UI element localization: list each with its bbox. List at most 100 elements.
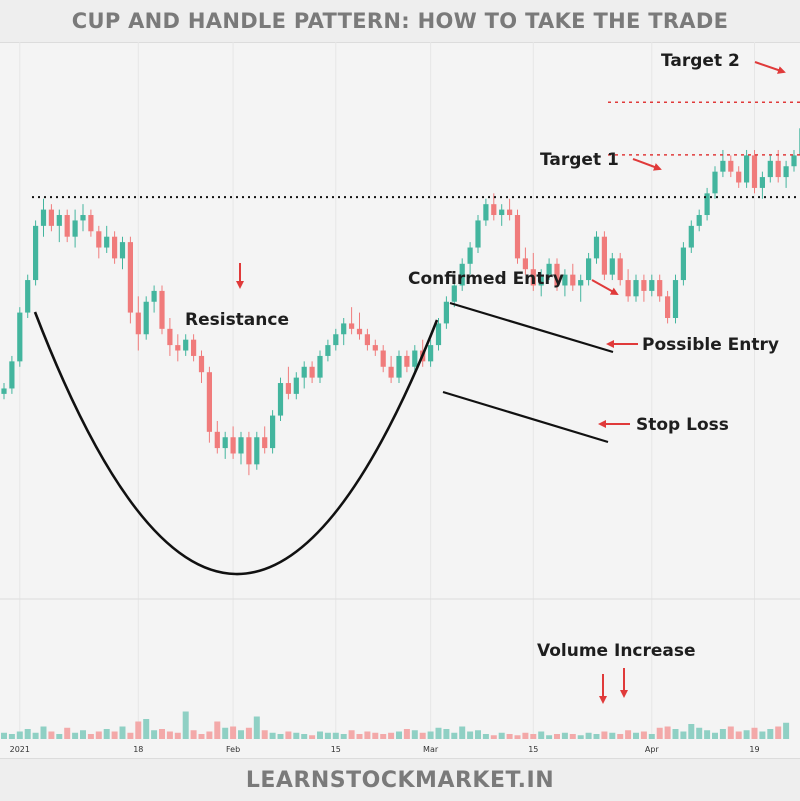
candle-body (151, 290, 157, 302)
candle (388, 355, 394, 384)
volume-bar (664, 726, 671, 739)
candle (214, 420, 220, 454)
volume-bar (301, 734, 308, 739)
volume-bar (261, 730, 268, 739)
candle (127, 236, 133, 324)
candle (483, 198, 489, 226)
candle (554, 258, 560, 291)
candle-body (325, 345, 331, 356)
volume-bar (767, 729, 774, 739)
candle (238, 431, 244, 465)
volume-bar (190, 730, 197, 739)
volume-bar (269, 732, 276, 739)
target-2-arrow (754, 61, 786, 74)
candle (451, 280, 457, 308)
volume-bar (293, 732, 300, 739)
candle-body (672, 280, 679, 318)
candle-body (64, 215, 70, 237)
possible-entry-label: Possible Entry (642, 335, 779, 355)
candle (491, 193, 497, 221)
volume-bar (16, 731, 23, 739)
volume-bar (48, 731, 55, 739)
candle-body (40, 209, 47, 226)
candle (222, 431, 228, 459)
volume-bar (356, 734, 363, 739)
volume-bar (640, 731, 647, 739)
volume-bar (8, 734, 15, 739)
candle-body (759, 177, 765, 188)
candle-body (33, 225, 39, 281)
candle-body (25, 280, 31, 313)
candle-body (127, 242, 133, 313)
candle (17, 307, 23, 367)
volume-bar (585, 732, 592, 739)
candle (206, 366, 212, 443)
candle-body (388, 366, 394, 378)
candle (428, 339, 434, 367)
candle (744, 149, 750, 188)
candle (593, 231, 600, 264)
candle (1, 383, 7, 400)
candle-body (317, 355, 323, 378)
candle-body (751, 155, 758, 188)
candle-body (562, 274, 568, 286)
candle (609, 252, 615, 281)
candle (270, 410, 276, 454)
candle-body (214, 431, 220, 449)
x-tick-label-5: 15 (528, 745, 538, 754)
volume-bar (238, 730, 244, 739)
volume-bar (222, 727, 229, 739)
volume-bar (277, 734, 284, 739)
x-axis: 2021 18 Feb 15 Mar 15 Apr 19 (10, 745, 760, 754)
candle (657, 274, 663, 302)
volume-bar (166, 731, 173, 739)
volume-bar (56, 734, 63, 739)
volume-bar (309, 735, 316, 739)
volume-bar (159, 729, 165, 739)
volume-bar (245, 727, 252, 739)
volume-bar (514, 735, 521, 739)
candle (720, 149, 726, 178)
volume-bar (143, 719, 150, 739)
volume-bar (111, 731, 118, 739)
volume-increase-label: Volume Increase (537, 641, 696, 661)
candle-body (609, 258, 615, 275)
candle (151, 285, 157, 313)
candle (159, 285, 165, 335)
candle (96, 225, 102, 259)
candle (72, 209, 78, 248)
candle (119, 236, 126, 270)
candle (696, 209, 702, 232)
candle-body (159, 290, 165, 329)
volume-bar (72, 732, 79, 739)
candle (546, 258, 552, 281)
candle (514, 209, 521, 264)
candle-body (396, 355, 402, 378)
volume-bar (403, 729, 410, 739)
candle-body (530, 269, 536, 286)
candle-body (633, 280, 639, 297)
candle-body (514, 215, 521, 259)
volume-bar (569, 734, 576, 739)
candle (641, 274, 647, 302)
candle (317, 350, 323, 384)
candle-body (617, 258, 623, 281)
candle-body (696, 215, 702, 226)
volume-bar (285, 731, 292, 739)
volume-bar (198, 734, 205, 739)
target-2-label: Target 2 (661, 51, 740, 71)
candle (254, 431, 260, 470)
volume-bar (135, 721, 142, 739)
candle-body (72, 220, 78, 237)
candle (246, 431, 252, 476)
volume-bar (388, 732, 395, 739)
candle (325, 339, 331, 362)
candle (167, 318, 173, 356)
candle (767, 155, 773, 183)
volume-bar (372, 732, 379, 739)
candle (349, 307, 355, 335)
candlesticks (1, 128, 800, 476)
candle-body (80, 215, 86, 221)
cup-and-handle-chart: 2021 18 Feb 15 Mar 15 Apr 19 Resistance Confirm… (0, 42, 800, 754)
candle (112, 231, 118, 264)
